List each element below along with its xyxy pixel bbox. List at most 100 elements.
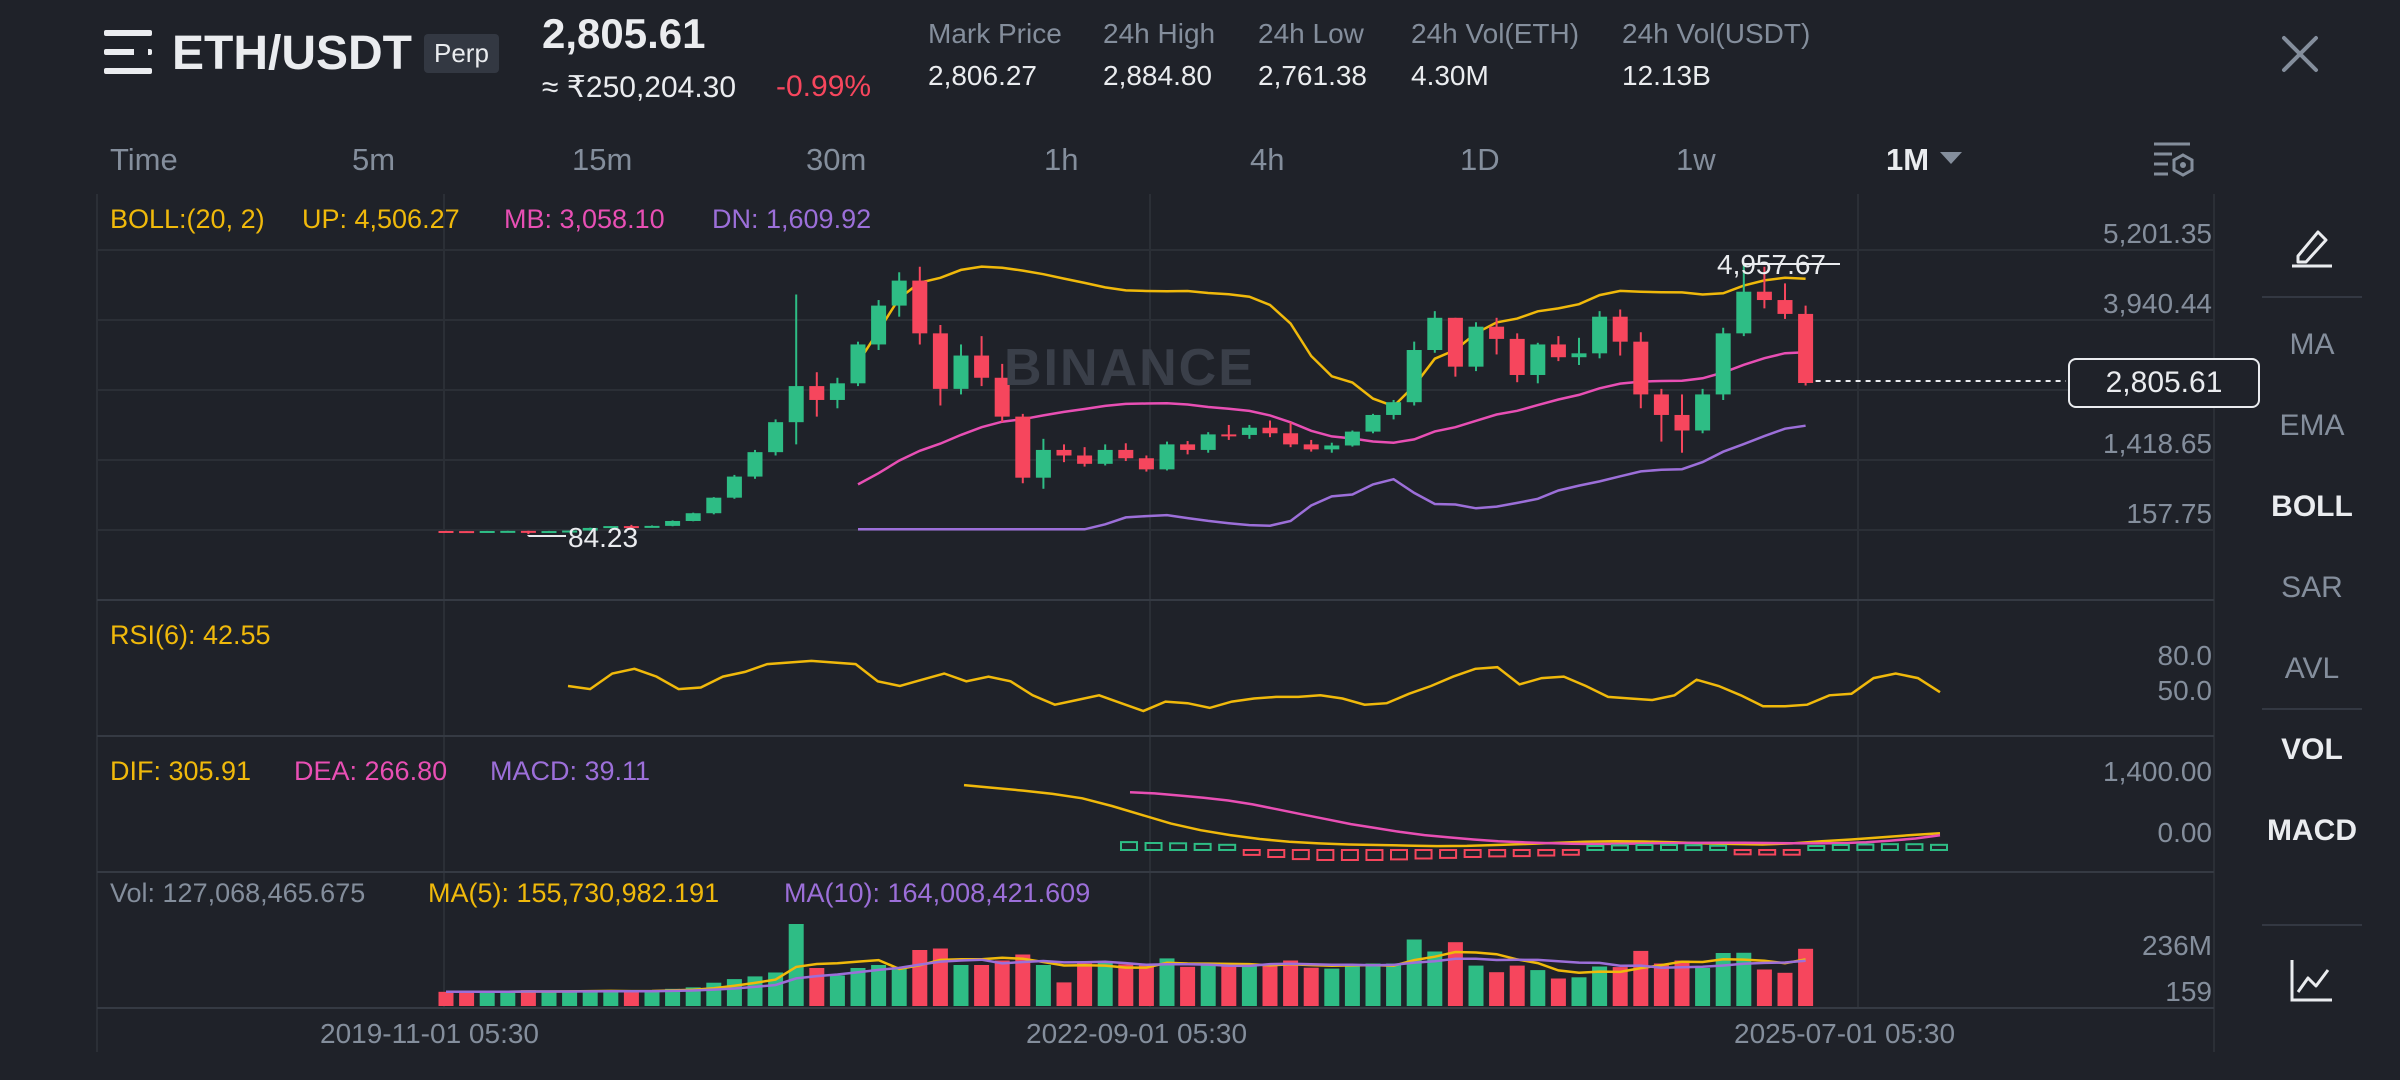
macd-histogram-bar [1340,849,1359,861]
timeframe-5m[interactable]: 5m [352,142,396,177]
volume-bar [1468,965,1484,1006]
volume-bar [1695,968,1711,1006]
volume-bar [871,965,887,1006]
timeframe-1h[interactable]: 1h [1044,142,1079,177]
volume-bar [623,991,639,1006]
candle-body [974,355,990,378]
candle-body [500,530,516,533]
volume-bar [1303,967,1319,1006]
macd-histogram-bar [1856,843,1875,851]
timeframe-1m[interactable]: 1M [1886,142,1930,177]
side-item-macd[interactable]: MACD [2267,814,2357,847]
date-axis-label: 2022-09-01 05:30 [1026,1018,1248,1049]
candle-body [459,531,475,534]
volume-bar [582,990,598,1006]
candle-body [871,305,887,345]
candle-body [1674,414,1690,431]
chart-settings-icon[interactable] [2152,140,2196,180]
stat-label-24h-high: 24h High [1103,18,1216,49]
side-item-vol[interactable]: VOL [2281,733,2343,766]
volume-bar [1035,965,1051,1006]
timeframe-30m[interactable]: 30m [806,142,867,177]
timeframe-time[interactable]: Time [110,142,178,177]
boll-mb: MB: 3,058.10 [504,204,665,234]
candle-body [1571,353,1587,358]
timeframe-15m[interactable]: 15m [572,142,633,177]
last-price: 2,805.61 [542,10,706,57]
chart-line-icon[interactable] [2290,958,2334,1002]
volume-bar [1489,972,1505,1006]
volume-bar [603,990,619,1006]
side-item-sar[interactable]: SAR [2281,571,2343,604]
rsi-axis-label: 50.0 [2157,675,2213,706]
macd-histogram-bar [1930,843,1948,852]
macd-histogram-bar [1635,844,1654,851]
boll-name: BOLL:(20, 2) [110,204,265,234]
macd-histogram-bar [1316,849,1335,861]
rsi-label: RSI(6): 42.55 [110,620,271,650]
macd-histogram-bar [1782,849,1801,856]
candle-body [562,530,578,533]
volume-bar [726,979,742,1006]
rsi-line [567,659,1941,713]
boll-dn: DN: 1,609.92 [712,204,872,234]
volume-bar [932,948,948,1006]
menu-icon[interactable] [104,30,152,74]
candle-body [850,344,866,384]
candle-body [1015,416,1031,478]
chevron-down-icon[interactable] [1940,152,1962,164]
side-item-avl[interactable]: AVL [2284,652,2340,685]
candle-body [1653,394,1669,415]
volume-bar [1633,950,1649,1006]
candle-body [1159,444,1175,470]
timeframe-1w[interactable]: 1w [1676,142,1716,177]
vol-ma5: MA(5): 155,730,982.191 [428,878,720,908]
volume-bar [541,991,557,1006]
volume-bar [1324,968,1340,1006]
candle-body [829,383,845,400]
side-item-ma[interactable]: MA [2289,328,2335,361]
candle-body [1756,291,1772,301]
volume-bar [1798,948,1814,1006]
volume-bar [1365,963,1381,1006]
candle-body [1406,350,1422,403]
candle-body [1344,431,1360,446]
chart-grid [96,194,2215,1052]
candle-body [726,476,742,498]
candle-body [1798,313,1814,384]
candle-body [1303,444,1319,450]
volume-bar [1550,978,1566,1006]
volume-bar [1777,972,1793,1006]
candle-body [1324,445,1340,450]
price-change-percent: -0.99% [776,70,872,103]
volume-bar [1509,965,1525,1006]
volume-bar [1736,952,1752,1006]
pencil-icon[interactable] [2290,224,2334,268]
side-item-ema[interactable]: EMA [2279,409,2345,442]
trading-pair[interactable]: ETH/USDT [172,27,412,80]
candle-body [706,497,722,514]
volume-bar [1592,966,1608,1006]
candle-body [1592,316,1608,354]
macd-histogram-bar [1463,849,1482,858]
timeframe-1d[interactable]: 1D [1460,142,1500,177]
binance-watermark: BINANCE [1004,339,1255,397]
candle-body [747,452,763,477]
volume-bar [1344,965,1360,1006]
macd-histogram-bar [1267,849,1286,858]
candle-body [1241,427,1257,435]
side-item-boll[interactable]: BOLL [2271,490,2353,523]
macd-dea-line [1129,791,1941,846]
close-icon[interactable] [2278,32,2322,76]
high-annotation: 4,957.67 [1717,249,1826,280]
boll-up: UP: 4,506.27 [302,204,460,234]
current-price-tag: 2,805.61 [2068,358,2260,408]
volume-bar [850,968,866,1006]
candle-body [1077,455,1093,464]
volume-bar [1138,965,1154,1006]
stat-value-24h-high: 2,884.80 [1103,60,1212,91]
macd-histogram-bar [1561,849,1580,856]
date-axis-label: 2019-11-01 05:30 [320,1018,539,1049]
timeframe-4h[interactable]: 4h [1250,142,1285,177]
